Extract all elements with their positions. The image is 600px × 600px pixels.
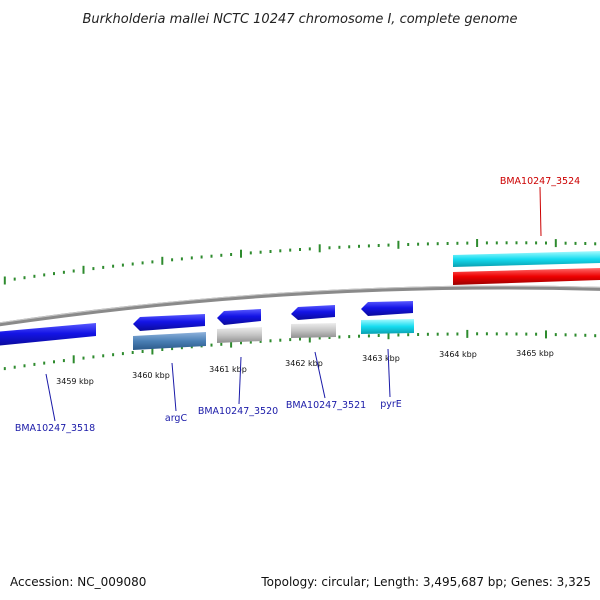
gene-arrow-bma10247-3520[interactable] bbox=[217, 309, 261, 325]
feature-bar-grey bbox=[291, 323, 336, 338]
tick-row-upper bbox=[3, 239, 597, 285]
genome-summary-text: Topology: circular; Length: 3,495,687 bp… bbox=[260, 575, 591, 589]
leader-line bbox=[387, 348, 391, 398]
gene-labels: BMA10247_3518 argC BMA10247_3520 BMA1024… bbox=[15, 176, 580, 434]
gene-arrow-bma10247-3521[interactable] bbox=[291, 305, 335, 320]
gene-label-bma10247-3524[interactable]: BMA10247_3524 bbox=[500, 176, 580, 187]
gene-label-bma10247-3520[interactable]: BMA10247_3520 bbox=[198, 406, 278, 417]
gene-arrow-bma10247-3518[interactable] bbox=[0, 323, 96, 346]
label-leaders bbox=[45, 186, 542, 422]
feature-bar-cyan bbox=[361, 319, 414, 334]
forward-track bbox=[453, 251, 600, 285]
gene-rna-bar-red bbox=[453, 268, 600, 285]
kbp-labels: 3459 kbp 3460 kbp 3461 kbp 3462 kbp 3463… bbox=[56, 349, 554, 386]
leader-line bbox=[238, 356, 242, 405]
feature-bar-steel bbox=[133, 332, 206, 350]
leader-line bbox=[314, 351, 326, 399]
kbp-label: 3459 kbp bbox=[56, 377, 94, 386]
kbp-label: 3462 kbp bbox=[285, 359, 323, 368]
leader-line bbox=[171, 362, 177, 412]
kbp-label: 3461 kbp bbox=[209, 365, 247, 374]
kbp-label: 3464 kbp bbox=[439, 350, 477, 359]
reverse-track-arrows bbox=[0, 301, 413, 346]
gene-label-bma10247-3518[interactable]: BMA10247_3518 bbox=[15, 423, 95, 434]
map-title: Burkholderia mallei NCTC 10247 chromosom… bbox=[82, 12, 517, 27]
gene-arrow-bma10247-3524[interactable] bbox=[453, 251, 600, 267]
gene-label-pyre[interactable]: pyrE bbox=[380, 399, 402, 410]
chromosome-backbone-highlight bbox=[0, 285, 600, 324]
gene-label-argc[interactable]: argC bbox=[165, 413, 188, 424]
kbp-label: 3465 kbp bbox=[516, 349, 554, 358]
kbp-label: 3463 kbp bbox=[362, 354, 400, 363]
chromosome-backbone bbox=[0, 285, 600, 327]
reverse-track-bars bbox=[133, 319, 414, 350]
gene-label-bma10247-3521[interactable]: BMA10247_3521 bbox=[286, 400, 366, 411]
accession-text: Accession: NC_009080 bbox=[10, 575, 146, 589]
leader-line bbox=[45, 373, 56, 422]
gene-arrow-argc[interactable] bbox=[133, 314, 205, 331]
leader-line bbox=[539, 186, 542, 237]
gene-arrow-pyre[interactable] bbox=[361, 301, 413, 316]
feature-bar-grey bbox=[217, 327, 262, 343]
kbp-label: 3460 kbp bbox=[132, 371, 170, 380]
